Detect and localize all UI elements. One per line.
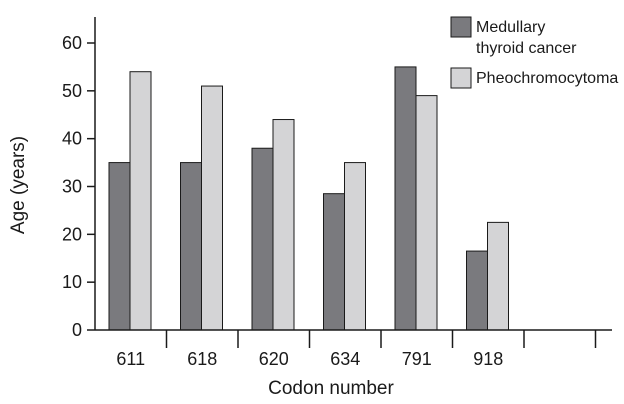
- legend-swatch: [450, 67, 472, 89]
- y-tick-label: 60: [62, 33, 82, 53]
- y-tick-label: 50: [62, 81, 82, 101]
- y-tick-label: 0: [72, 320, 82, 340]
- legend-label: Pheochromocytoma: [476, 70, 618, 87]
- y-ticks-layer: 0 10 20 30 40 50 60: [62, 33, 95, 340]
- y-tick-label: 10: [62, 272, 82, 292]
- legend-label: Medullary: [476, 19, 545, 36]
- y-tick-label: 30: [62, 177, 82, 197]
- x-axis-label: Codon number: [268, 378, 394, 399]
- y-tick-label: 20: [62, 224, 82, 244]
- x-tick-label: 620: [259, 349, 289, 369]
- bar-pheochromocytoma-620: [272, 119, 295, 331]
- legend-swatch: [450, 16, 472, 38]
- x-tick-label: 634: [330, 349, 360, 369]
- x-ticks-layer: 611 618 620 634 791 918: [116, 330, 597, 369]
- x-tick-label: 918: [473, 349, 503, 369]
- y-tick-label: 40: [62, 129, 82, 149]
- bar-pheochromocytoma-611: [129, 71, 152, 331]
- x-tick-label: 611: [116, 349, 145, 369]
- bar-pheochromocytoma-918: [487, 221, 509, 331]
- bar-pheochromocytoma-618: [201, 85, 223, 331]
- bars-layer: [108, 66, 509, 331]
- bar-medullary-thyroid-cancer-620: [251, 147, 274, 331]
- bar-pheochromocytoma-634: [344, 162, 366, 331]
- y-axis-label: Age (years): [8, 136, 29, 234]
- bar-medullary-thyroid-cancer-918: [466, 250, 488, 331]
- x-tick-label: 791: [402, 349, 432, 369]
- legend-label: thyroid cancer: [476, 40, 577, 57]
- x-tick-label: 618: [187, 349, 217, 369]
- bar-pheochromocytoma-791: [415, 95, 438, 331]
- bar-medullary-thyroid-cancer-618: [180, 162, 202, 331]
- legend: Medullary thyroid cancer Pheochromocytoma: [450, 16, 618, 89]
- bar-medullary-thyroid-cancer-634: [323, 193, 345, 331]
- bar-medullary-thyroid-cancer-611: [108, 162, 131, 331]
- axes-layer: [94, 17, 612, 331]
- bar-medullary-thyroid-cancer-791: [394, 66, 417, 331]
